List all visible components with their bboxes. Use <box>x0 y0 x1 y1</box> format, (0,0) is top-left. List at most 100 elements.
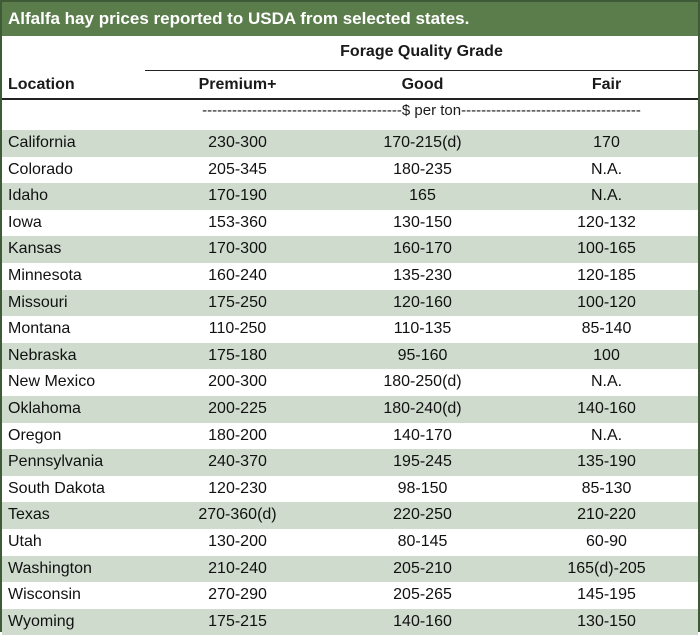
table-body: California 230-300 170-215(d) 170 Colorado 20… <box>2 130 698 635</box>
premium-price-cell: 175-180 <box>208 346 267 364</box>
premium-column-heading: Premium+ <box>198 76 277 93</box>
good-price-cell: 220-250 <box>393 506 452 524</box>
premium-price-cell: 200-300 <box>208 373 267 391</box>
fair-price-cell: 145-195 <box>577 586 636 604</box>
location-cell: Colorado <box>8 160 73 178</box>
fair-price-cell: 130-150 <box>577 612 636 630</box>
location-cell: California <box>8 134 76 151</box>
table-row: Colorado 205-345 180-235 N.A. <box>2 156 698 184</box>
location-cell: Missouri <box>8 293 68 311</box>
table-row: Wyoming 175-215 140-160 130-150 <box>2 608 698 635</box>
fair-price-cell: N.A. <box>590 160 623 178</box>
good-price-cell: 80-145 <box>397 532 448 550</box>
table-row: Iowa 153-360 130-150 120-132 <box>2 209 698 237</box>
location-cell: Kansas <box>8 240 62 258</box>
good-price-cell: 98-150 <box>397 479 448 497</box>
table-row: Nebraska 175-180 95-160 100 <box>2 342 698 370</box>
good-price-cell: 130-150 <box>393 213 452 231</box>
premium-price-cell: 205-345 <box>208 160 267 178</box>
table-row: New Mexico 200-300 180-250(d) N.A. <box>2 369 698 396</box>
fair-price-cell: 85-130 <box>581 479 632 497</box>
fair-price-cell: 60-90 <box>586 532 627 550</box>
good-price-cell: 140-160 <box>393 612 452 630</box>
location-cell: Minnesota <box>8 266 82 284</box>
header-divider <box>2 98 698 100</box>
location-column-heading: Location <box>8 76 75 93</box>
good-price-cell: 165 <box>409 187 436 205</box>
fair-price-cell: 210-220 <box>577 506 636 524</box>
location-cell: Washington <box>8 559 92 577</box>
fair-price-cell: 85-140 <box>581 320 632 338</box>
location-cell: South Dakota <box>8 479 105 497</box>
premium-price-cell: 170-300 <box>208 240 267 258</box>
premium-price-cell: 160-240 <box>208 266 267 284</box>
location-cell: Pennsylvania <box>8 453 104 471</box>
location-cell: Oregon <box>8 426 62 444</box>
premium-price-cell: 270-360(d) <box>198 506 277 524</box>
location-cell: New Mexico <box>8 373 96 391</box>
table-row: Oklahoma 200-225 180-240(d) 140-160 <box>2 395 698 423</box>
table-row: Missouri 175-250 120-160 100-120 <box>2 289 698 317</box>
good-price-cell: 180-250(d) <box>383 373 462 391</box>
premium-price-cell: 240-370 <box>208 453 267 471</box>
table-row: Utah 130-200 80-145 60-90 <box>2 528 698 556</box>
premium-price-cell: 200-225 <box>208 399 267 417</box>
fair-price-cell: 100-165 <box>577 240 636 258</box>
table-row: Idaho 170-190 165 N.A. <box>2 183 698 210</box>
good-price-cell: 205-210 <box>393 559 452 577</box>
table-row: Oregon 180-200 140-170 N.A. <box>2 422 698 450</box>
fair-price-cell: 100 <box>593 346 620 364</box>
good-price-cell: 135-230 <box>393 266 452 284</box>
fair-price-cell: 165(d)-205 <box>567 559 646 577</box>
grade-group-heading: Forage Quality Grade <box>340 43 503 60</box>
location-cell: Wyoming <box>8 612 75 630</box>
fair-price-cell: 170 <box>593 134 620 151</box>
good-price-cell: 140-170 <box>393 426 452 444</box>
table-row: South Dakota 120-230 98-150 85-130 <box>2 475 698 503</box>
fair-price-cell: N.A. <box>590 426 623 444</box>
good-price-cell: 195-245 <box>393 453 452 471</box>
fair-price-cell: 140-160 <box>577 399 636 417</box>
location-cell: Nebraska <box>8 346 77 364</box>
premium-price-cell: 110-250 <box>208 320 267 338</box>
table-row: Pennsylvania 240-370 195-245 135-190 <box>2 449 698 476</box>
fair-price-cell: N.A. <box>590 373 623 391</box>
premium-price-cell: 210-240 <box>208 559 267 577</box>
good-price-cell: 180-240(d) <box>383 399 462 417</box>
location-cell: Texas <box>8 506 50 524</box>
premium-price-cell: 120-230 <box>208 479 267 497</box>
table-row: Kansas 170-300 160-170 100-165 <box>2 236 698 263</box>
table-row: Wisconsin 270-290 205-265 145-195 <box>2 582 698 609</box>
good-column-heading: Good <box>401 76 444 93</box>
premium-price-cell: 175-215 <box>208 612 267 630</box>
premium-price-cell: 180-200 <box>208 426 267 444</box>
fair-price-cell: 100-120 <box>577 293 636 311</box>
table-title: Alfalfa hay prices reported to USDA from… <box>2 2 698 36</box>
table-header: Forage Quality Grade Location Premium+ G… <box>2 36 698 130</box>
premium-price-cell: 130-200 <box>208 532 267 550</box>
grade-group-rule <box>145 70 698 71</box>
table-row: Washington 210-240 205-210 165(d)-205 <box>2 555 698 583</box>
good-price-cell: 170-215(d) <box>383 134 462 151</box>
table-row: Texas 270-360(d) 220-250 210-220 <box>2 502 698 529</box>
premium-price-cell: 175-250 <box>208 293 267 311</box>
table-row: Montana 110-250 110-135 85-140 <box>2 316 698 343</box>
good-price-cell: 110-135 <box>393 320 452 338</box>
premium-price-cell: 270-290 <box>208 586 267 604</box>
premium-price-cell: 170-190 <box>208 187 267 205</box>
location-cell: Utah <box>8 532 42 550</box>
table-row: Minnesota 160-240 135-230 120-185 <box>2 262 698 290</box>
good-price-cell: 95-160 <box>397 346 448 364</box>
good-price-cell: 160-170 <box>393 240 452 258</box>
premium-price-cell: 153-360 <box>208 213 267 231</box>
premium-price-cell: 230-300 <box>208 134 267 151</box>
location-cell: Idaho <box>8 187 49 205</box>
fair-price-cell: 120-185 <box>577 266 636 284</box>
location-cell: Iowa <box>8 213 42 231</box>
location-cell: Wisconsin <box>8 586 81 604</box>
fair-price-cell: 135-190 <box>577 453 636 471</box>
good-price-cell: 120-160 <box>393 293 452 311</box>
table-row: California 230-300 170-215(d) 170 <box>2 130 698 157</box>
good-price-cell: 180-235 <box>393 160 452 178</box>
